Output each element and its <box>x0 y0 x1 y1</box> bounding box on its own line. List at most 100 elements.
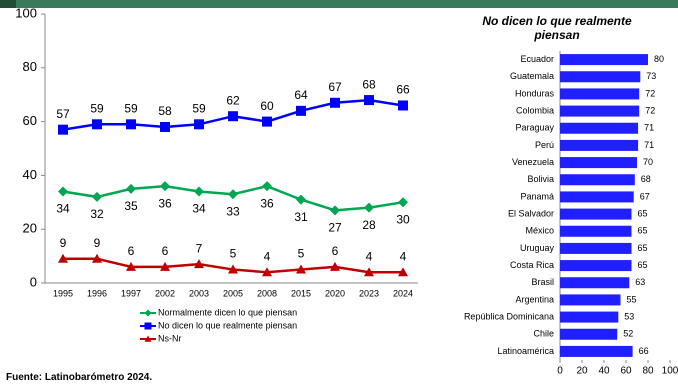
bar <box>560 139 639 151</box>
marker <box>330 261 340 271</box>
marker <box>262 267 272 277</box>
marker <box>296 105 306 116</box>
bar <box>560 88 640 100</box>
bar <box>560 71 641 83</box>
x-tick-label: 0 <box>557 366 563 377</box>
data-label: 36 <box>158 196 172 210</box>
category-label: Chile <box>533 329 554 339</box>
data-label: 71 <box>644 140 654 150</box>
marker <box>296 194 306 205</box>
data-label: 36 <box>260 196 274 210</box>
legend-label: No dicen lo que realmente piensan <box>158 320 297 330</box>
category-label: Bolivia <box>527 174 554 184</box>
marker <box>398 197 408 208</box>
data-label: 9 <box>60 236 67 250</box>
marker <box>126 183 136 194</box>
category-label: El Salvador <box>508 208 554 218</box>
marker <box>144 335 152 342</box>
data-label: 6 <box>162 244 169 258</box>
x-tick-label: 2008 <box>257 288 277 298</box>
source-note: Fuente: Latinobarómetro 2024. <box>6 372 153 383</box>
category-label: Colombia <box>516 105 554 115</box>
data-label: 34 <box>192 202 206 216</box>
x-tick-label: 40 <box>598 366 610 377</box>
marker <box>228 111 238 122</box>
marker <box>398 267 408 277</box>
data-label: 67 <box>328 80 342 94</box>
marker <box>160 121 170 132</box>
y-tick-label: 0 <box>30 274 37 289</box>
marker <box>330 97 340 108</box>
data-label: 57 <box>56 107 70 121</box>
category-label: Argentina <box>515 294 554 304</box>
bar <box>560 225 632 237</box>
data-label: 67 <box>640 191 650 201</box>
data-label: 66 <box>396 83 410 97</box>
data-label: 28 <box>362 218 376 232</box>
y-tick-label: 80 <box>23 59 37 74</box>
x-tick-label: 2002 <box>155 288 175 298</box>
data-label: 65 <box>638 226 648 236</box>
data-label: 59 <box>124 101 138 115</box>
marker <box>330 205 340 216</box>
marker <box>194 259 204 269</box>
data-label: 59 <box>192 101 206 115</box>
data-label: 62 <box>226 93 240 107</box>
x-tick-label: 2015 <box>291 288 311 298</box>
data-label: 64 <box>294 88 308 102</box>
marker <box>262 116 272 127</box>
data-label: 30 <box>396 212 410 226</box>
marker <box>126 261 136 271</box>
marker <box>262 181 272 192</box>
data-label: 35 <box>124 199 138 213</box>
data-label: 6 <box>128 244 135 258</box>
category-label: República Dominicana <box>464 311 554 321</box>
data-label: 71 <box>644 123 654 133</box>
data-label: 66 <box>639 346 649 356</box>
legend-label: Ns-Nr <box>158 333 182 343</box>
bar <box>560 311 619 323</box>
marker <box>194 186 204 197</box>
data-label: 68 <box>641 174 651 184</box>
marker <box>144 322 152 330</box>
marker <box>92 191 102 202</box>
data-label: 5 <box>230 247 237 261</box>
data-label: 33 <box>226 204 240 218</box>
marker <box>364 95 374 106</box>
data-label: 4 <box>366 249 373 263</box>
y-tick-label: 40 <box>23 167 37 182</box>
category-label: Brasil <box>531 277 554 287</box>
bar <box>560 294 621 306</box>
data-label: 72 <box>645 88 655 98</box>
marker <box>160 181 170 192</box>
data-label: 4 <box>264 249 271 263</box>
data-label: 34 <box>56 202 70 216</box>
y-tick-label: 20 <box>23 221 37 236</box>
data-label: 31 <box>294 210 308 224</box>
x-tick-label: 1995 <box>53 288 73 298</box>
bar <box>560 242 632 254</box>
bar <box>560 157 637 169</box>
x-tick-label: 100 <box>662 366 678 377</box>
bar <box>560 277 630 289</box>
bar <box>560 122 639 134</box>
category-label: Venezuela <box>512 157 554 167</box>
y-tick-label: 100 <box>15 5 37 20</box>
x-tick-label: 20 <box>576 366 588 377</box>
x-tick-label: 1997 <box>121 288 141 298</box>
x-tick-label: 2020 <box>325 288 345 298</box>
data-label: 59 <box>90 101 104 115</box>
category-label: Guatemala <box>510 71 554 81</box>
category-label: Ecuador <box>520 54 554 64</box>
x-tick-label: 2005 <box>223 288 243 298</box>
legend-label: Normalmente dicen lo que piensan <box>158 307 297 317</box>
marker <box>92 253 102 263</box>
data-label: 68 <box>362 77 376 91</box>
data-label: 60 <box>260 99 274 113</box>
category-label: Perú <box>535 140 554 150</box>
data-label: 65 <box>638 260 648 270</box>
data-label: 4 <box>400 249 407 263</box>
category-label: Uruguay <box>520 243 555 253</box>
